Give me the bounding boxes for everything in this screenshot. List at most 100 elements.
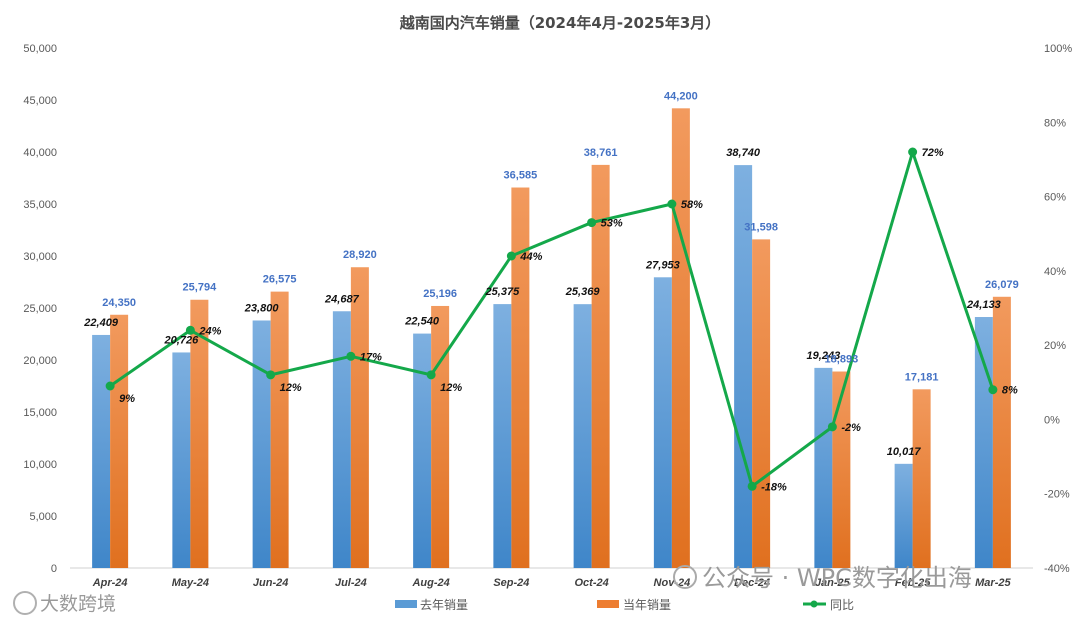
y-right-tick-label: 100% [1044,43,1072,55]
x-tick-label: Jun-24 [253,577,288,589]
chart-title: 越南国内汽车销量（2024年4月-2025年3月） [399,14,721,32]
yoy-label: 17% [360,351,382,363]
label-cur-year: 18,893 [825,354,859,366]
yoy-point [266,370,276,380]
y-right-tick-label: 20% [1044,340,1066,352]
label-prev-year: 27,953 [645,259,680,271]
label-cur-year: 44,200 [664,90,698,102]
yoy-point [426,370,436,380]
legend-marker-yoy [810,600,818,608]
yoy-label: -18% [761,481,787,493]
bar-cur-year [431,305,450,568]
label-prev-year: 19,243 [807,350,841,362]
y-right-tick-label: 60% [1044,192,1066,204]
label-cur-year: 38,761 [584,147,618,159]
yoy-label: 12% [280,382,302,394]
bar-cur-year [752,239,771,568]
yoy-point [827,422,837,432]
bar-prev-year [413,333,432,568]
y-left-tick-label: 35,000 [23,199,57,211]
label-prev-year: 10,017 [887,446,922,458]
x-tick-label: Nov-24 [654,577,691,589]
y-axis-left: 0 5,000 10,000 15,000 20,000 25,000 30,000 35,0… [23,43,57,575]
data-labels-group: 22,409 24,350 20,726 25,794 23,800 26,575 24,6… [83,90,1018,493]
label-prev-year: 24,133 [966,299,1001,311]
x-tick-label: Feb-25 [895,577,931,589]
legend: 去年销量 当年销量 同比 [395,598,854,612]
y-right-tick-label: 0% [1044,414,1060,426]
x-tick-label: Mar-25 [975,577,1011,589]
x-tick-label: Apr-24 [92,577,128,589]
label-prev-year: 20,726 [164,334,200,346]
y-right-tick-label: 40% [1044,266,1066,278]
label-prev-year: 22,540 [404,316,440,328]
x-tick-label: Jul-24 [335,577,367,589]
bar-cur-year [992,296,1011,568]
label-cur-year: 26,575 [263,274,297,286]
y-right-tick-label: 80% [1044,117,1066,129]
yoy-label: 12% [440,382,462,394]
yoy-label: 44% [519,251,542,263]
legend-swatch-cur [597,600,619,608]
bar-cur-year [190,299,209,568]
bar-prev-year [894,463,913,568]
x-tick-label: Aug-24 [411,577,449,589]
yoy-line [109,150,995,488]
yoy-label: 8% [1002,385,1018,397]
watermark-logo-icon [13,591,37,615]
bar-prev-year [92,334,111,568]
y-right-tick-label: -40% [1044,563,1070,575]
watermark-right: 公众号 · WPC数字化出海 [673,564,972,592]
yoy-label: 24% [198,325,221,337]
bar-cur-year [912,389,931,568]
bar-prev-year [573,304,592,568]
x-tick-label: Oct-24 [575,577,609,589]
bar-cur-year [110,314,129,568]
watermark-left: 大数跨境 [13,591,116,615]
bar-prev-year [332,311,351,568]
bar-cur-year [671,108,690,568]
y-left-tick-label: 0 [51,563,57,575]
watermark-right-text: 公众号 · WPC数字化出海 [702,564,972,592]
label-cur-year: 25,196 [423,288,457,300]
y-left-tick-label: 10,000 [23,459,57,471]
x-axis: Apr-24 May-24 Jun-24 Jul-24 Aug-24 Sep-24 Oct-… [92,577,1012,589]
y-axis-right: -40% -20% 0% 20% 40% 60% 80% 100% [1044,43,1072,575]
y-left-tick-label: 50,000 [23,43,57,55]
label-cur-year: 17,181 [905,371,939,383]
label-cur-year: 26,079 [985,279,1019,291]
yoy-point [506,251,516,261]
x-tick-label: Sep-24 [493,577,529,589]
label-cur-year: 25,794 [183,282,218,294]
legend-swatch-prev [395,600,417,608]
label-prev-year: 23,800 [244,302,280,314]
bars-group [92,108,1011,569]
yoy-point [587,218,597,228]
label-cur-year: 28,920 [343,249,377,261]
label-cur-year: 36,585 [504,170,538,182]
label-prev-year: 25,375 [485,286,521,298]
watermark-left-text: 大数跨境 [40,593,116,615]
x-tick-label: Jan-25 [815,577,851,589]
label-cur-year: 31,598 [744,221,778,233]
y-left-tick-label: 30,000 [23,251,57,263]
bar-cur-year [591,164,610,568]
y-left-tick-label: 20,000 [23,355,57,367]
wechat-icon [673,565,697,589]
yoy-label: 72% [922,147,944,159]
bar-cur-year [511,187,530,569]
y-left-tick-label: 15,000 [23,407,57,419]
yoy-label: 58% [681,199,703,211]
y-right-tick-label: -20% [1044,489,1070,501]
bar-cur-year [270,291,289,568]
label-prev-year: 38,740 [726,147,761,159]
label-prev-year: 22,409 [83,317,119,329]
y-left-tick-label: 25,000 [23,303,57,315]
yoy-point [988,385,998,395]
bar-prev-year [653,277,672,568]
legend-label-yoy: 同比 [830,598,854,612]
yoy-point [908,147,918,157]
legend-label-cur: 当年销量 [623,598,671,612]
yoy-point [185,325,195,335]
